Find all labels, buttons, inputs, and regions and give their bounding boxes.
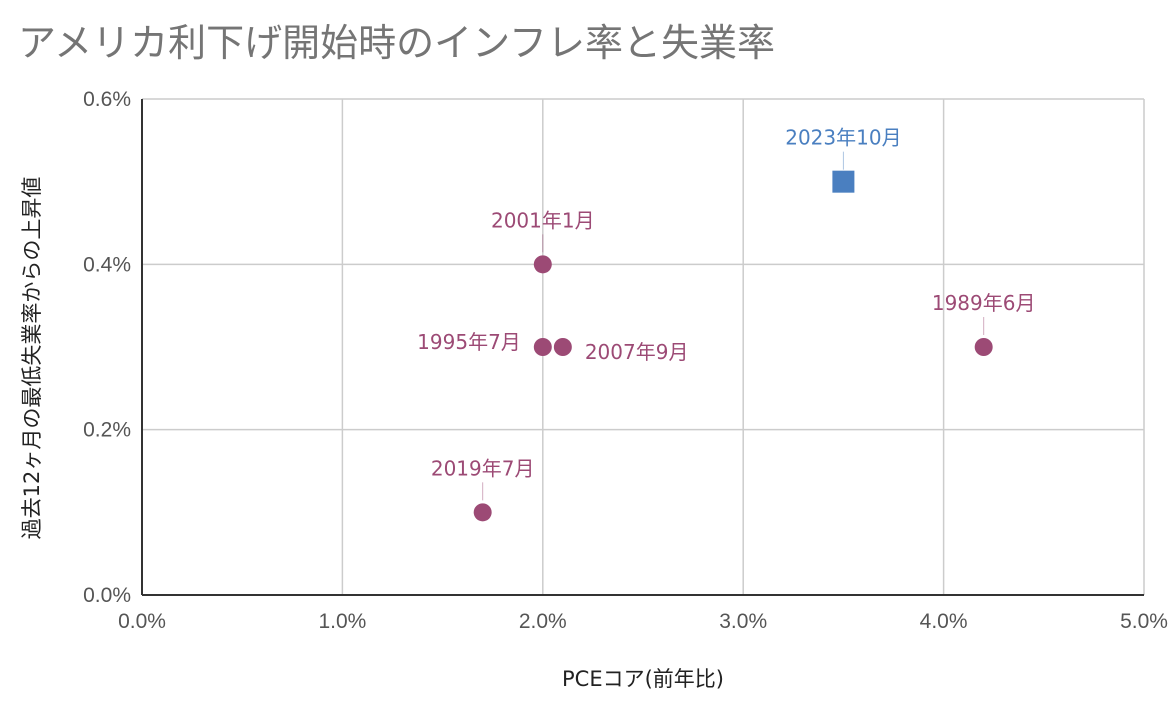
data-points: 2001年1月 1995年7月 2007年9月 2019年7月 1989年6月 2023年… [417,126,1035,522]
data-point [473,503,492,522]
y-axis-title: 過去12ヶ月の最低失業率からの上昇値 [20,177,44,540]
data-label: 1995年7月 [417,330,521,354]
x-tick-label: 5.0% [1120,610,1168,633]
y-tick-label: 0.2% [83,419,131,442]
data-label: 2019年7月 [431,456,535,480]
tick-labels: 0.0% 1.0% 2.0% 3.0% 4.0% 5.0% 0.0% 0.2% 0.4% 0.6% [83,88,1168,633]
data-label: 2001年1月 [491,208,595,232]
chart-title: アメリカ利下げ開始時のインフレ率と失業率 [18,21,775,65]
data-label: 2007年9月 [585,340,689,364]
data-label: 1989年6月 [932,291,1036,315]
data-point [974,338,993,356]
data-point [553,338,572,356]
y-tick-label: 0.0% [83,584,131,607]
data-point [533,255,552,274]
y-tick-label: 0.4% [83,253,131,276]
grid [142,98,1145,595]
y-tick-label: 0.6% [83,88,131,111]
x-tick-label: 2.0% [519,610,567,633]
data-label: 2023年10月 [785,126,901,150]
x-tick-label: 1.0% [318,610,366,633]
axes [141,99,1144,596]
data-point [533,338,552,356]
x-tick-label: 0.0% [118,610,166,633]
x-tick-label: 4.0% [920,610,968,633]
data-point-square [832,170,855,193]
x-axis-title: PCEコア(前年比) [562,667,724,691]
x-tick-label: 3.0% [719,610,767,633]
